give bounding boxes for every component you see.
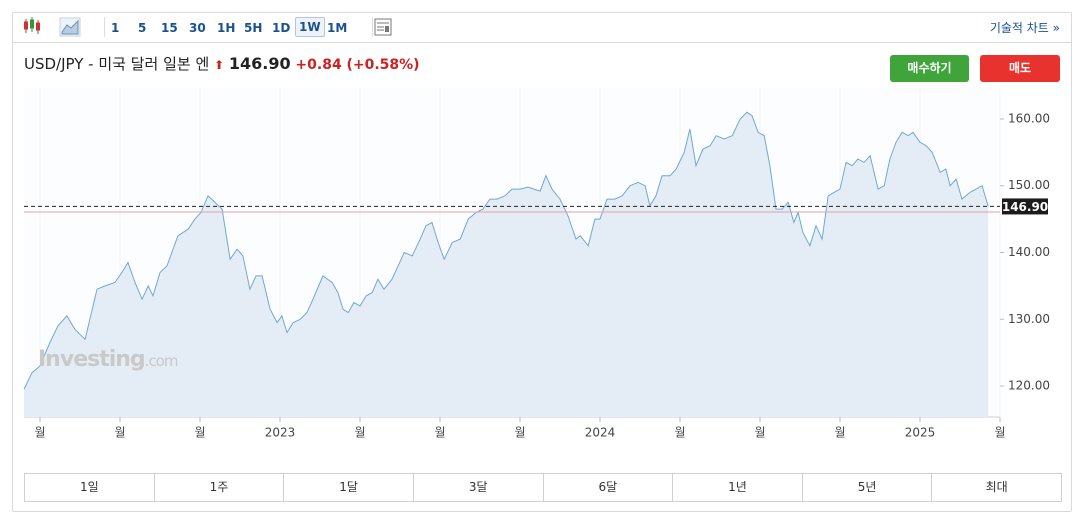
toolbar: 기술적 차트 » 1 5 15 30 1H 5H 1D 1W 1M — [12, 12, 1072, 43]
x-tick-label: 2025 — [905, 426, 936, 440]
range-selector: 1일 1주 1달 3달 6달 1년 5년 최대 — [24, 473, 1062, 502]
separator — [104, 17, 105, 37]
interval-button[interactable]: 1D — [272, 21, 291, 35]
buy-button[interactable]: 매수하기 — [890, 55, 969, 82]
range-button[interactable]: 1년 — [673, 474, 803, 501]
x-tick-label: 월 — [434, 426, 445, 440]
x-tick-label: 월 — [674, 426, 685, 440]
range-button[interactable]: 3달 — [414, 474, 544, 501]
price: 146.90 — [228, 54, 291, 73]
chart-type-icons — [24, 17, 81, 37]
technical-chart-link[interactable]: 기술적 차트 » — [989, 21, 1060, 35]
change: +0.84 — [295, 57, 342, 73]
range-button[interactable]: 최대 — [985, 480, 1008, 494]
range-button[interactable]: 1주 — [155, 474, 285, 501]
interval-button[interactable]: 5H — [244, 21, 263, 35]
y-tick-label: 120.00 — [1008, 379, 1050, 393]
x-tick-label: 월 — [194, 426, 205, 440]
sell-button[interactable]: 매도 — [980, 55, 1060, 82]
y-tick-label: 140.00 — [1008, 245, 1050, 259]
range-button[interactable]: 1달 — [284, 474, 414, 501]
x-tick-label: 월 — [754, 426, 765, 440]
x-tick-label: 월 — [34, 426, 45, 440]
change-pct: (+0.58%) — [346, 57, 420, 73]
x-tick-label: 월 — [994, 426, 1005, 440]
interval-button[interactable]: 1M — [327, 21, 348, 35]
x-tick-label: 2023 — [265, 426, 296, 440]
interval-button[interactable]: 1H — [217, 21, 236, 35]
y-tick-label: 130.00 — [1008, 312, 1050, 326]
range-button[interactable]: 1일 — [25, 474, 155, 501]
separator — [372, 17, 373, 37]
settings-icon[interactable] — [371, 16, 393, 38]
x-tick-label: 2024 — [585, 426, 616, 440]
area-fill — [24, 112, 989, 418]
up-arrow: ⬆ — [214, 58, 225, 72]
watermark-suffix: .com — [144, 352, 179, 370]
x-tick-label: 월 — [354, 426, 365, 440]
range-button[interactable]: 6달 — [544, 474, 674, 501]
interval-button[interactable]: 15 — [161, 21, 178, 35]
y-tick-label: 160.00 — [1008, 111, 1050, 125]
interval-button[interactable]: 1 — [111, 21, 120, 35]
header: USD/JPY - 미국 달러 일본 엔 ⬆ 146.90 +0.84 (+0.… — [24, 53, 420, 74]
watermark-brand: Investing — [38, 347, 146, 372]
last-price-label: 146.90 — [1002, 200, 1048, 214]
interval-button[interactable]: 30 — [189, 21, 206, 35]
x-tick-label: 월 — [114, 426, 125, 440]
y-tick-label: 150.00 — [1008, 178, 1050, 192]
x-tick-label: 월 — [514, 426, 525, 440]
price-line — [23, 111, 989, 390]
x-tick-label: 월 — [834, 426, 845, 440]
interval-button[interactable]: 1W — [295, 17, 325, 37]
watermark: Investing.com — [38, 347, 179, 372]
widget-frame — [12, 12, 1072, 512]
interval-button[interactable]: 5 — [138, 21, 147, 35]
range-button[interactable]: 5년 — [803, 474, 933, 501]
instrument-title: USD/JPY - 미국 달러 일본 엔 — [24, 55, 210, 73]
last-price-box — [1002, 198, 1048, 215]
